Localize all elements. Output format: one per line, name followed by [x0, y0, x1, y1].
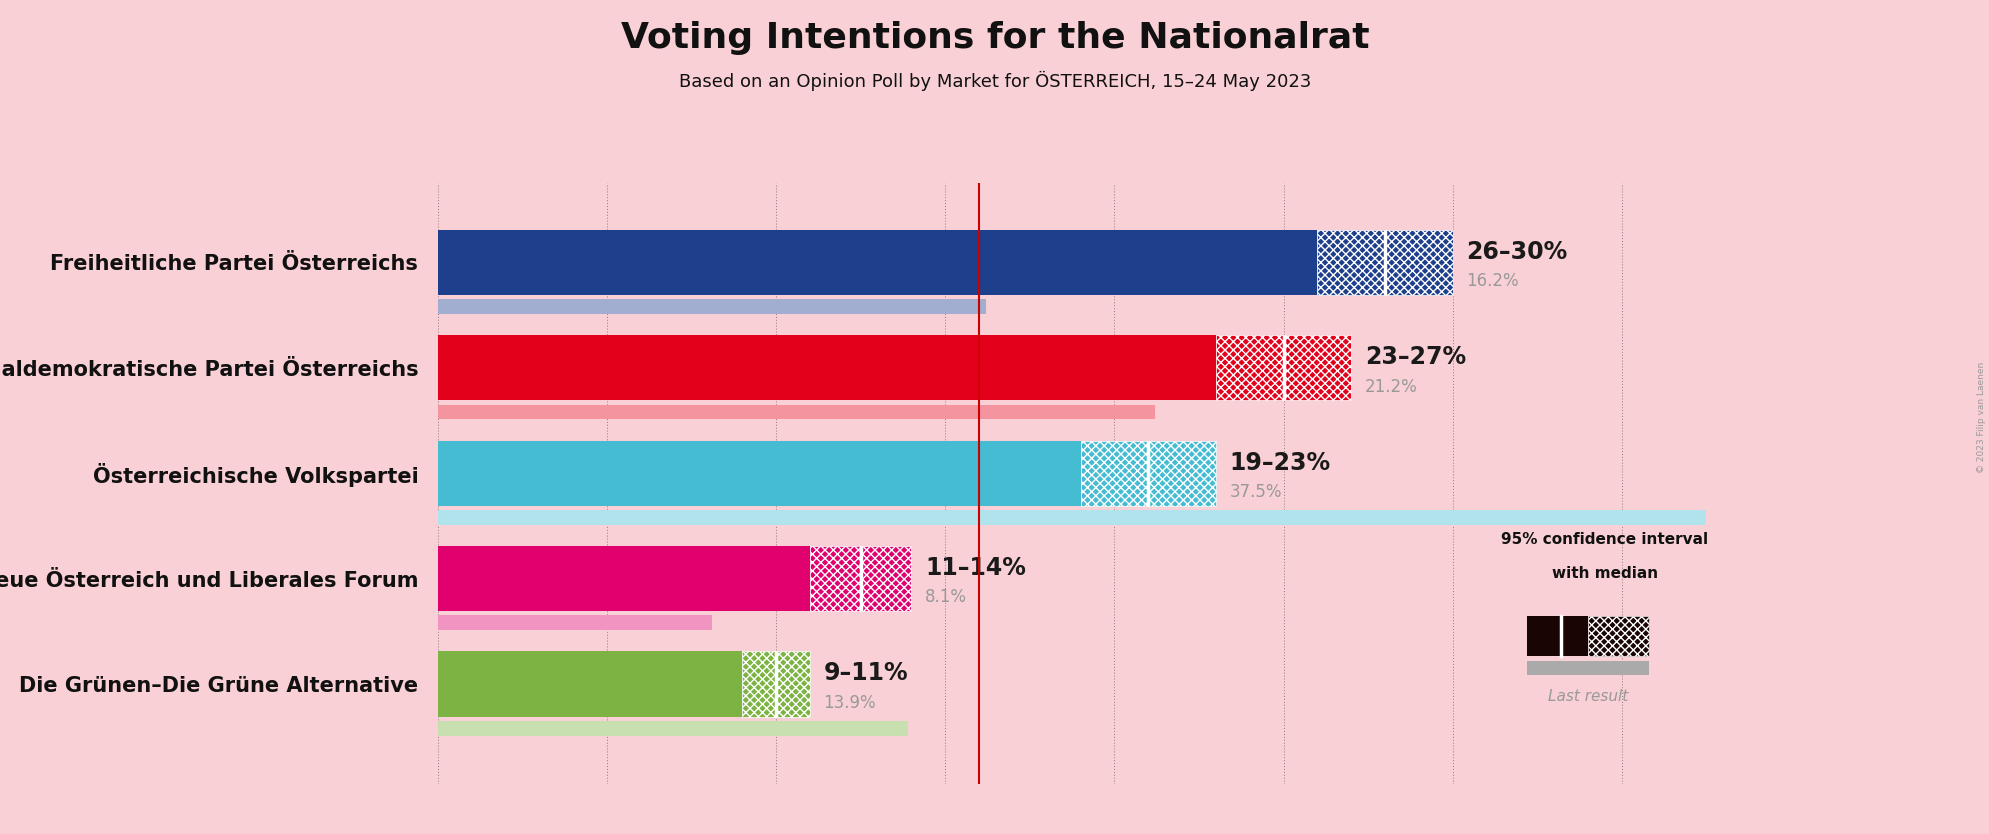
Bar [438, 335, 1215, 400]
Bar [810, 546, 911, 611]
Bar [438, 510, 1707, 525]
Bar [438, 651, 742, 716]
Text: 9–11%: 9–11% [823, 661, 907, 686]
Text: 21.2%: 21.2% [1364, 378, 1416, 396]
Bar [1215, 335, 1351, 400]
Bar [742, 651, 810, 716]
Bar [1526, 616, 1587, 656]
Text: 11–14%: 11–14% [925, 556, 1024, 580]
Bar [1587, 616, 1649, 656]
Bar [438, 404, 1154, 420]
Text: 26–30%: 26–30% [1466, 240, 1567, 264]
Bar [1080, 440, 1215, 506]
Bar [438, 230, 1317, 295]
Text: 37.5%: 37.5% [1229, 483, 1281, 501]
Bar [438, 721, 907, 736]
Text: 23–27%: 23–27% [1364, 345, 1466, 369]
Bar [1317, 230, 1452, 295]
Bar [1526, 661, 1649, 676]
Text: 95% confidence interval: 95% confidence interval [1500, 532, 1709, 547]
Bar [438, 440, 1080, 506]
Text: with median: with median [1551, 565, 1657, 580]
Text: © 2023 Filip van Laenen: © 2023 Filip van Laenen [1975, 361, 1985, 473]
Bar [438, 546, 810, 611]
Text: 19–23%: 19–23% [1229, 450, 1331, 475]
Bar [438, 615, 712, 631]
Text: 16.2%: 16.2% [1466, 273, 1518, 290]
Text: 13.9%: 13.9% [823, 694, 875, 712]
Text: Based on an Opinion Poll by Market for ÖSTERREICH, 15–24 May 2023: Based on an Opinion Poll by Market for Ö… [678, 71, 1311, 91]
Text: 8.1%: 8.1% [925, 589, 967, 606]
Text: Voting Intentions for the Nationalrat: Voting Intentions for the Nationalrat [621, 21, 1368, 55]
Text: Last result: Last result [1547, 689, 1627, 704]
Bar [438, 299, 985, 314]
